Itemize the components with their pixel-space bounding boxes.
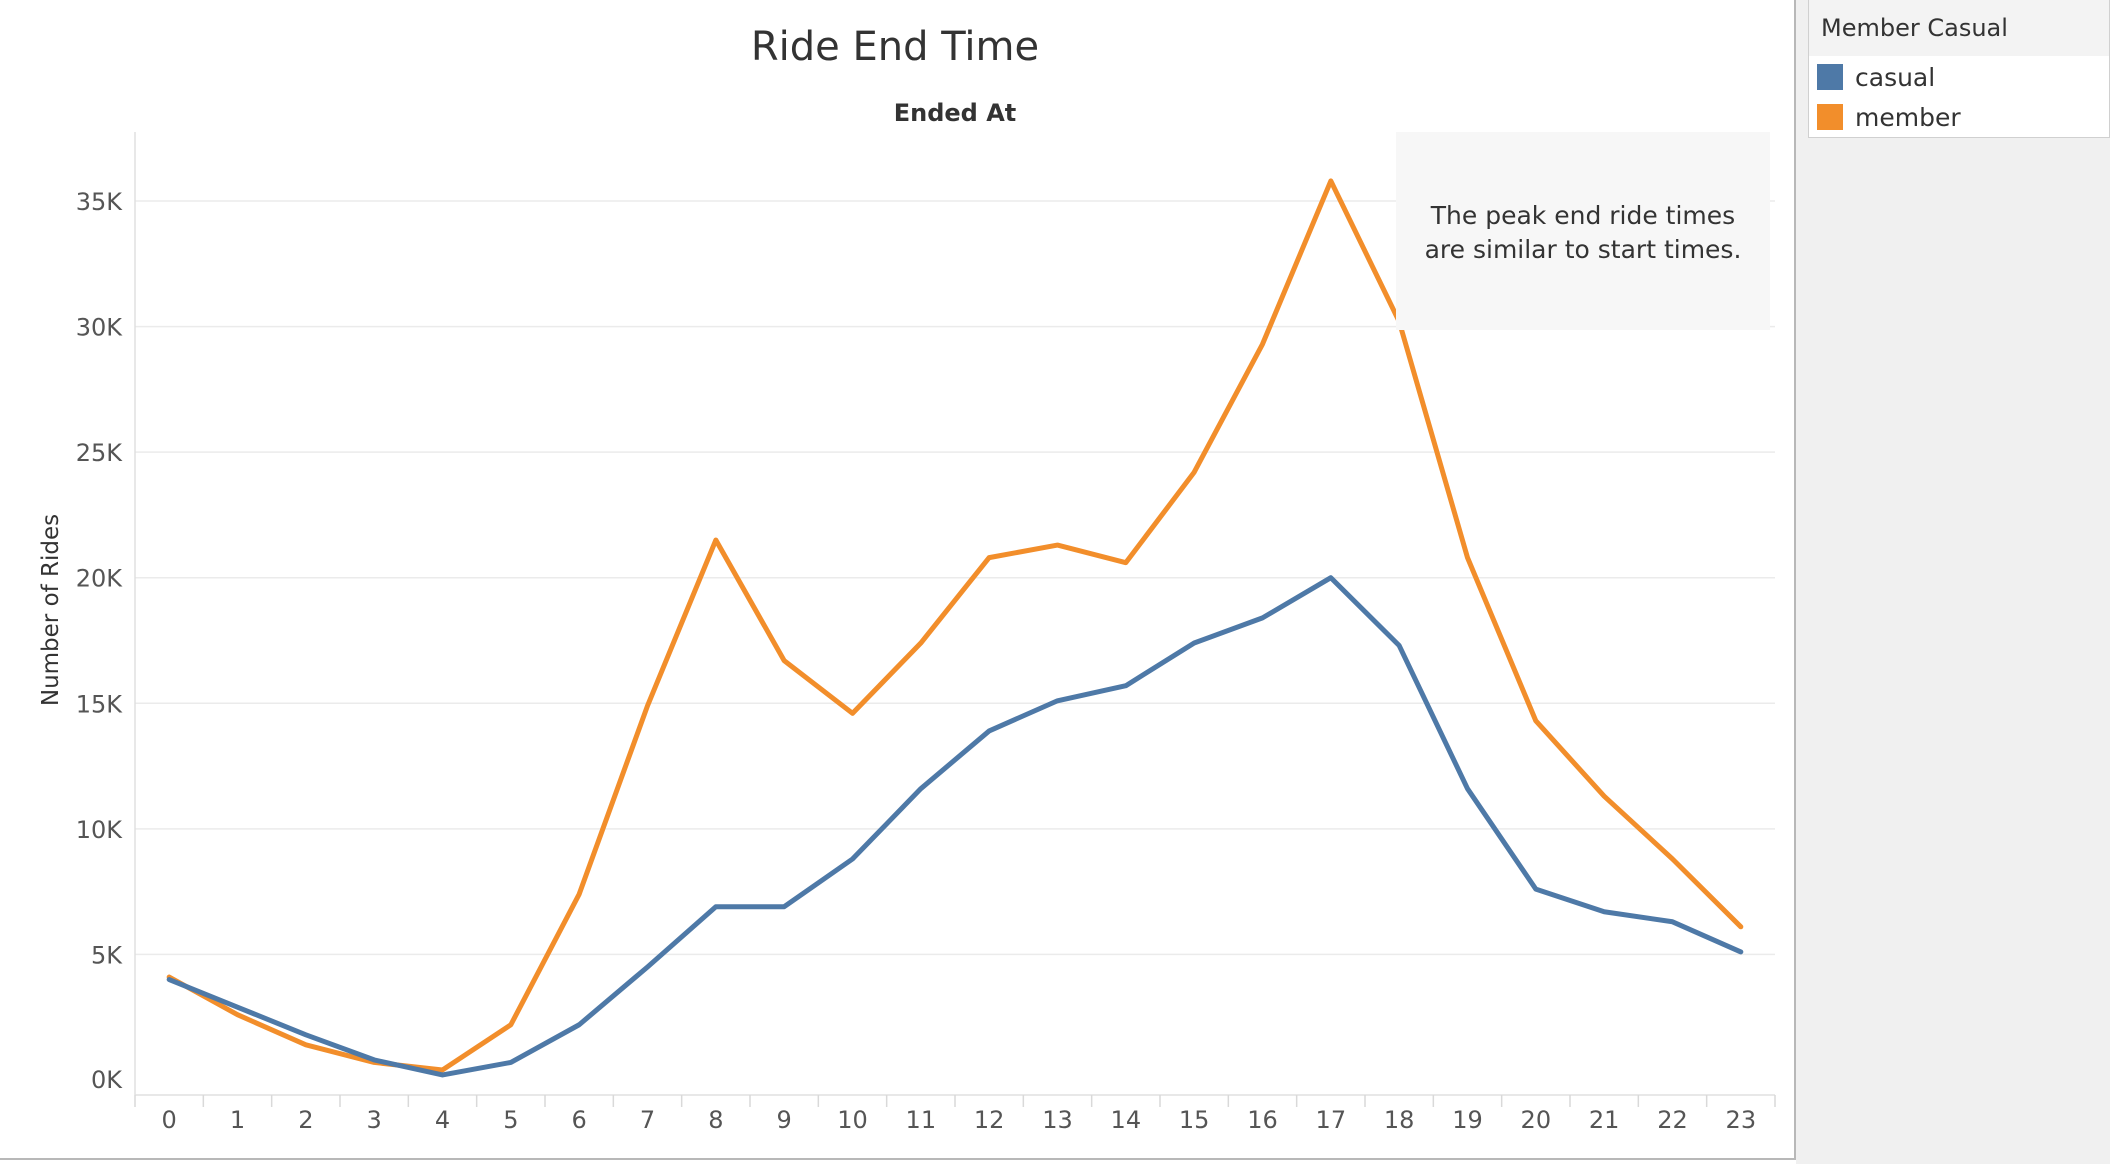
legend-swatch-member [1817,104,1843,130]
x-tick-label: 12 [974,1106,1005,1134]
y-tick-label: 20K [76,565,124,593]
x-tick-label: 10 [837,1106,868,1134]
legend-item-member[interactable]: member [1817,100,1961,134]
y-tick-label: 15K [76,690,124,718]
x-tick-label: 14 [1111,1106,1142,1134]
x-tick-label: 15 [1179,1106,1210,1134]
x-tick-label: 6 [572,1106,587,1134]
annotation-box: The peak end ride times are similar to st… [1396,132,1770,330]
x-tick-label: 8 [708,1106,723,1134]
annotation-background [1396,132,1770,330]
x-tick-label: 11 [906,1106,937,1134]
x-tick-label: 9 [777,1106,792,1134]
y-tick-label: 35K [76,188,124,216]
annotation-text: The peak end ride times are similar to st… [1425,201,1742,264]
annotation-line: are similar to start times. [1425,235,1742,264]
y-tick-label: 5K [91,941,123,969]
y-tick-label: 0K [91,1066,123,1094]
chart-pane: Ride End Time Ended At Number of Rides 0… [0,0,1796,1160]
legend-label: casual [1855,62,1936,92]
x-tick-label: 21 [1589,1106,1620,1134]
legend-title: Member Casual [1809,0,2109,56]
chart-subtitle: Ended At [894,99,1017,127]
x-tick-label: 19 [1452,1106,1483,1134]
legend: Member Casual casual member [1808,0,2110,138]
x-tick-label: 0 [162,1106,177,1134]
x-tick-label: 13 [1042,1106,1073,1134]
x-tick-label: 18 [1384,1106,1415,1134]
series-line-member[interactable] [166,178,1744,1073]
y-tick-label: 10K [76,816,124,844]
x-tick-label: 22 [1657,1106,1688,1134]
y-tick-label: 25K [76,439,124,467]
x-tick-label: 17 [1316,1106,1347,1134]
legend-item-casual[interactable]: casual [1817,60,1935,94]
grid-lines [135,200,1775,956]
legend-label: member [1855,102,1961,132]
side-panel [1796,0,2110,1164]
x-tick-label: 5 [503,1106,518,1134]
x-tick-label: 4 [435,1106,450,1134]
legend-swatch-casual [1817,64,1843,90]
series-lines [166,178,1744,1078]
y-tick-label: 30K [76,314,124,342]
annotation-line: The peak end ride times [1430,201,1735,230]
x-tick-label: 20 [1521,1106,1552,1134]
series-line-casual[interactable] [166,575,1744,1078]
x-tick-label: 23 [1726,1106,1757,1134]
x-tick-label: 1 [230,1106,245,1134]
x-tick-label: 3 [367,1106,382,1134]
x-tick-label: 2 [298,1106,313,1134]
x-tick-label: 16 [1247,1106,1278,1134]
chart-title: Ride End Time [751,24,1039,70]
x-tick-label: 7 [640,1106,655,1134]
line-chart: Ride End Time Ended At Number of Rides 0… [38,24,1776,1134]
y-axis-label: Number of Rides [38,514,64,706]
